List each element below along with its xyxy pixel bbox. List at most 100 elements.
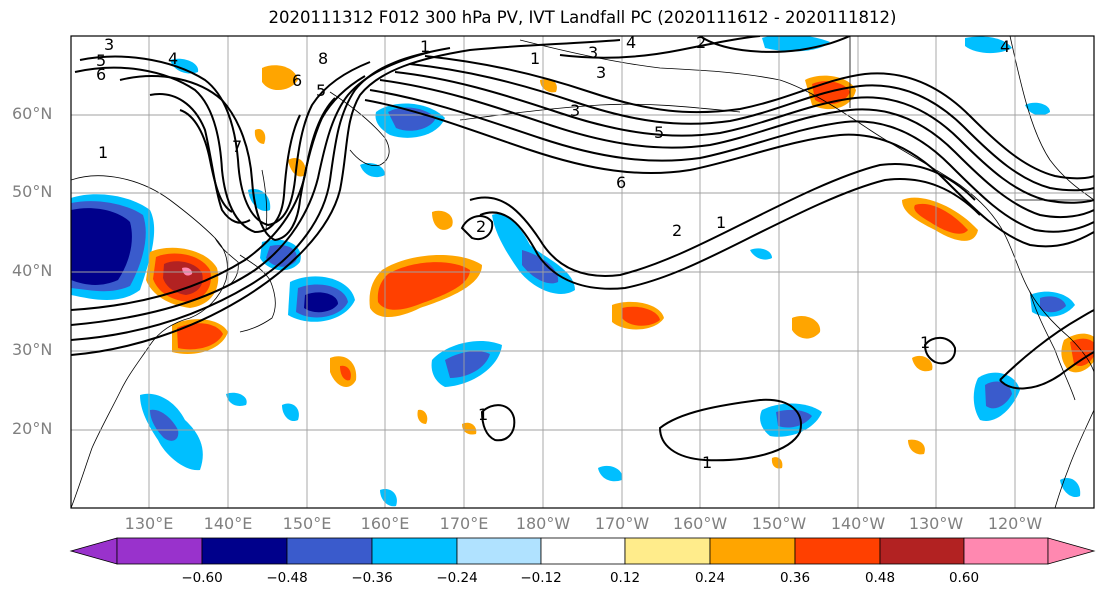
contour-label: 8 — [318, 49, 328, 68]
contour-label: 7 — [232, 137, 242, 156]
contour-label: 3 — [104, 35, 114, 54]
contour-1-hawaii — [658, 398, 802, 462]
lon-label: 170°E — [439, 514, 489, 533]
contour-label: 2 — [696, 33, 706, 52]
colorbar-swatch-10 — [879, 537, 965, 565]
contour-1-asia — [71, 39, 621, 356]
map-title: 2020111312 F012 300 hPa PV, IVT Landfall… — [268, 8, 897, 27]
contour-label-layer: 3 5 6 4 8 6 5 1 1 3 4 2 3 3 5 6 2 1 1 2 … — [96, 33, 1010, 472]
lon-label: 160°W — [672, 514, 728, 533]
pv-fill-red-170e — [377, 262, 470, 310]
colorbar-tick-label: −0.24 — [436, 570, 478, 586]
contour-2-loop — [460, 215, 494, 241]
colorbar-tick-label: −0.48 — [266, 570, 308, 586]
pv-fill-red-aleutian — [812, 81, 850, 105]
contour-1-north — [559, 36, 761, 59]
pv-fill-red-south-japan — [177, 323, 223, 350]
pv-fill-mid-east-japan — [266, 244, 297, 267]
colorbar-tick-label: −0.12 — [520, 570, 562, 586]
colorbar-tick-label: −0.36 — [351, 570, 393, 586]
colorbar-swatch-6 — [540, 537, 626, 565]
colorbar-tick-label: −0.60 — [181, 570, 223, 586]
contour-2-ne — [699, 36, 851, 53]
pv-fill-blue-small-3 — [226, 392, 247, 406]
coastline-mexico — [1054, 409, 1094, 508]
pv-fill-blue-alaska — [1025, 102, 1050, 116]
contour-label: 1 — [716, 213, 726, 232]
pv-fill-mid-kamchatka — [388, 107, 436, 131]
colorbar-swatch-9 — [794, 537, 881, 565]
contour-8 — [179, 109, 233, 213]
lon-label: 160°E — [360, 514, 410, 533]
contour-label: 5 — [316, 81, 326, 100]
contour-label: 1 — [920, 333, 930, 352]
coastline-korea — [214, 237, 239, 289]
coastline-asia — [71, 175, 228, 508]
pv-fill-blue-small-9 — [360, 163, 385, 178]
pv-fill-orange-small-5 — [417, 409, 428, 424]
contour-5 — [79, 55, 371, 227]
contour-6 — [74, 66, 301, 234]
pv-fill-mid-south-japan — [150, 409, 179, 441]
pv-fill-blue-180 — [492, 214, 575, 294]
contour-label: 2 — [476, 217, 486, 236]
pv-fill-red-gulf — [914, 203, 968, 234]
contour-label: 1 — [478, 405, 488, 424]
pv-fill-pink-japan — [182, 267, 193, 276]
colorbar-tick-label: 0.24 — [694, 570, 726, 586]
contour-1-mexico — [999, 309, 1094, 381]
lon-label: 140°E — [203, 514, 253, 533]
contour-label: 6 — [292, 71, 302, 90]
contour-label: 3 — [596, 63, 606, 82]
colorbar-swatch-2 — [201, 537, 288, 565]
colorbar-swatch-5 — [456, 537, 542, 565]
contour-label: 5 — [96, 51, 106, 70]
coastline-baja — [1029, 291, 1076, 401]
lon-label: 120°W — [987, 514, 1043, 533]
contour-1-east — [479, 178, 981, 290]
pv-fill-orange-small-7 — [254, 128, 266, 144]
lat-label: 20°N — [12, 419, 53, 438]
contour-jet-2 — [369, 89, 1094, 233]
lon-label: 170°W — [594, 514, 650, 533]
contour-label: 6 — [96, 65, 106, 84]
contour-label: 4 — [1000, 37, 1010, 56]
colorbar-tick-label: 0.36 — [779, 570, 811, 586]
pv-fill-navy-west — [71, 208, 132, 285]
contour-1-dateline — [480, 404, 516, 442]
pv-fill-red-165w — [622, 306, 660, 326]
coastline-kamchatka — [329, 91, 390, 167]
contour-2-east — [469, 163, 976, 277]
pv-fill-blue-small-5 — [598, 465, 623, 482]
contour-label: 3 — [588, 43, 598, 62]
contour-jet-5 — [409, 63, 1094, 192]
lon-label: 130°E — [124, 514, 174, 533]
contour-4 — [119, 75, 366, 242]
pv-fill-orange-175e — [432, 210, 453, 230]
pv-fill-mid-california — [1040, 296, 1066, 313]
contour-jet-6 — [424, 55, 1094, 180]
pv-fill-orange-145w — [792, 315, 821, 339]
lon-label: 180°W — [515, 514, 571, 533]
pv-fill-blue-top-1 — [762, 36, 830, 52]
pv-fill-mid-165e — [445, 351, 490, 378]
lat-label: 50°N — [12, 182, 53, 201]
contour-label: 4 — [626, 33, 636, 52]
lat-label: 40°N — [12, 261, 53, 280]
pv-fill-mid-180 — [522, 250, 559, 284]
colorbar-tick-label: 0.12 — [609, 570, 641, 586]
contour-label: 6 — [616, 173, 626, 192]
lat-label: 60°N — [12, 104, 53, 123]
pv-fill-blue-small-4 — [170, 58, 199, 74]
contour-1-east-small — [923, 336, 957, 365]
pv-fill-orange-small-2 — [912, 355, 933, 372]
ivt-contour-layer — [71, 36, 1094, 462]
pv-fill-orange-small-9 — [771, 457, 783, 469]
colorbar-swatch-3 — [286, 537, 373, 565]
contour-label: 4 — [168, 49, 178, 68]
colorbar-swatch-4 — [371, 537, 458, 565]
contour-label: 1 — [98, 143, 108, 162]
coastline-canada — [1009, 36, 1094, 201]
pv-fill-blue-top-2 — [965, 36, 1012, 54]
